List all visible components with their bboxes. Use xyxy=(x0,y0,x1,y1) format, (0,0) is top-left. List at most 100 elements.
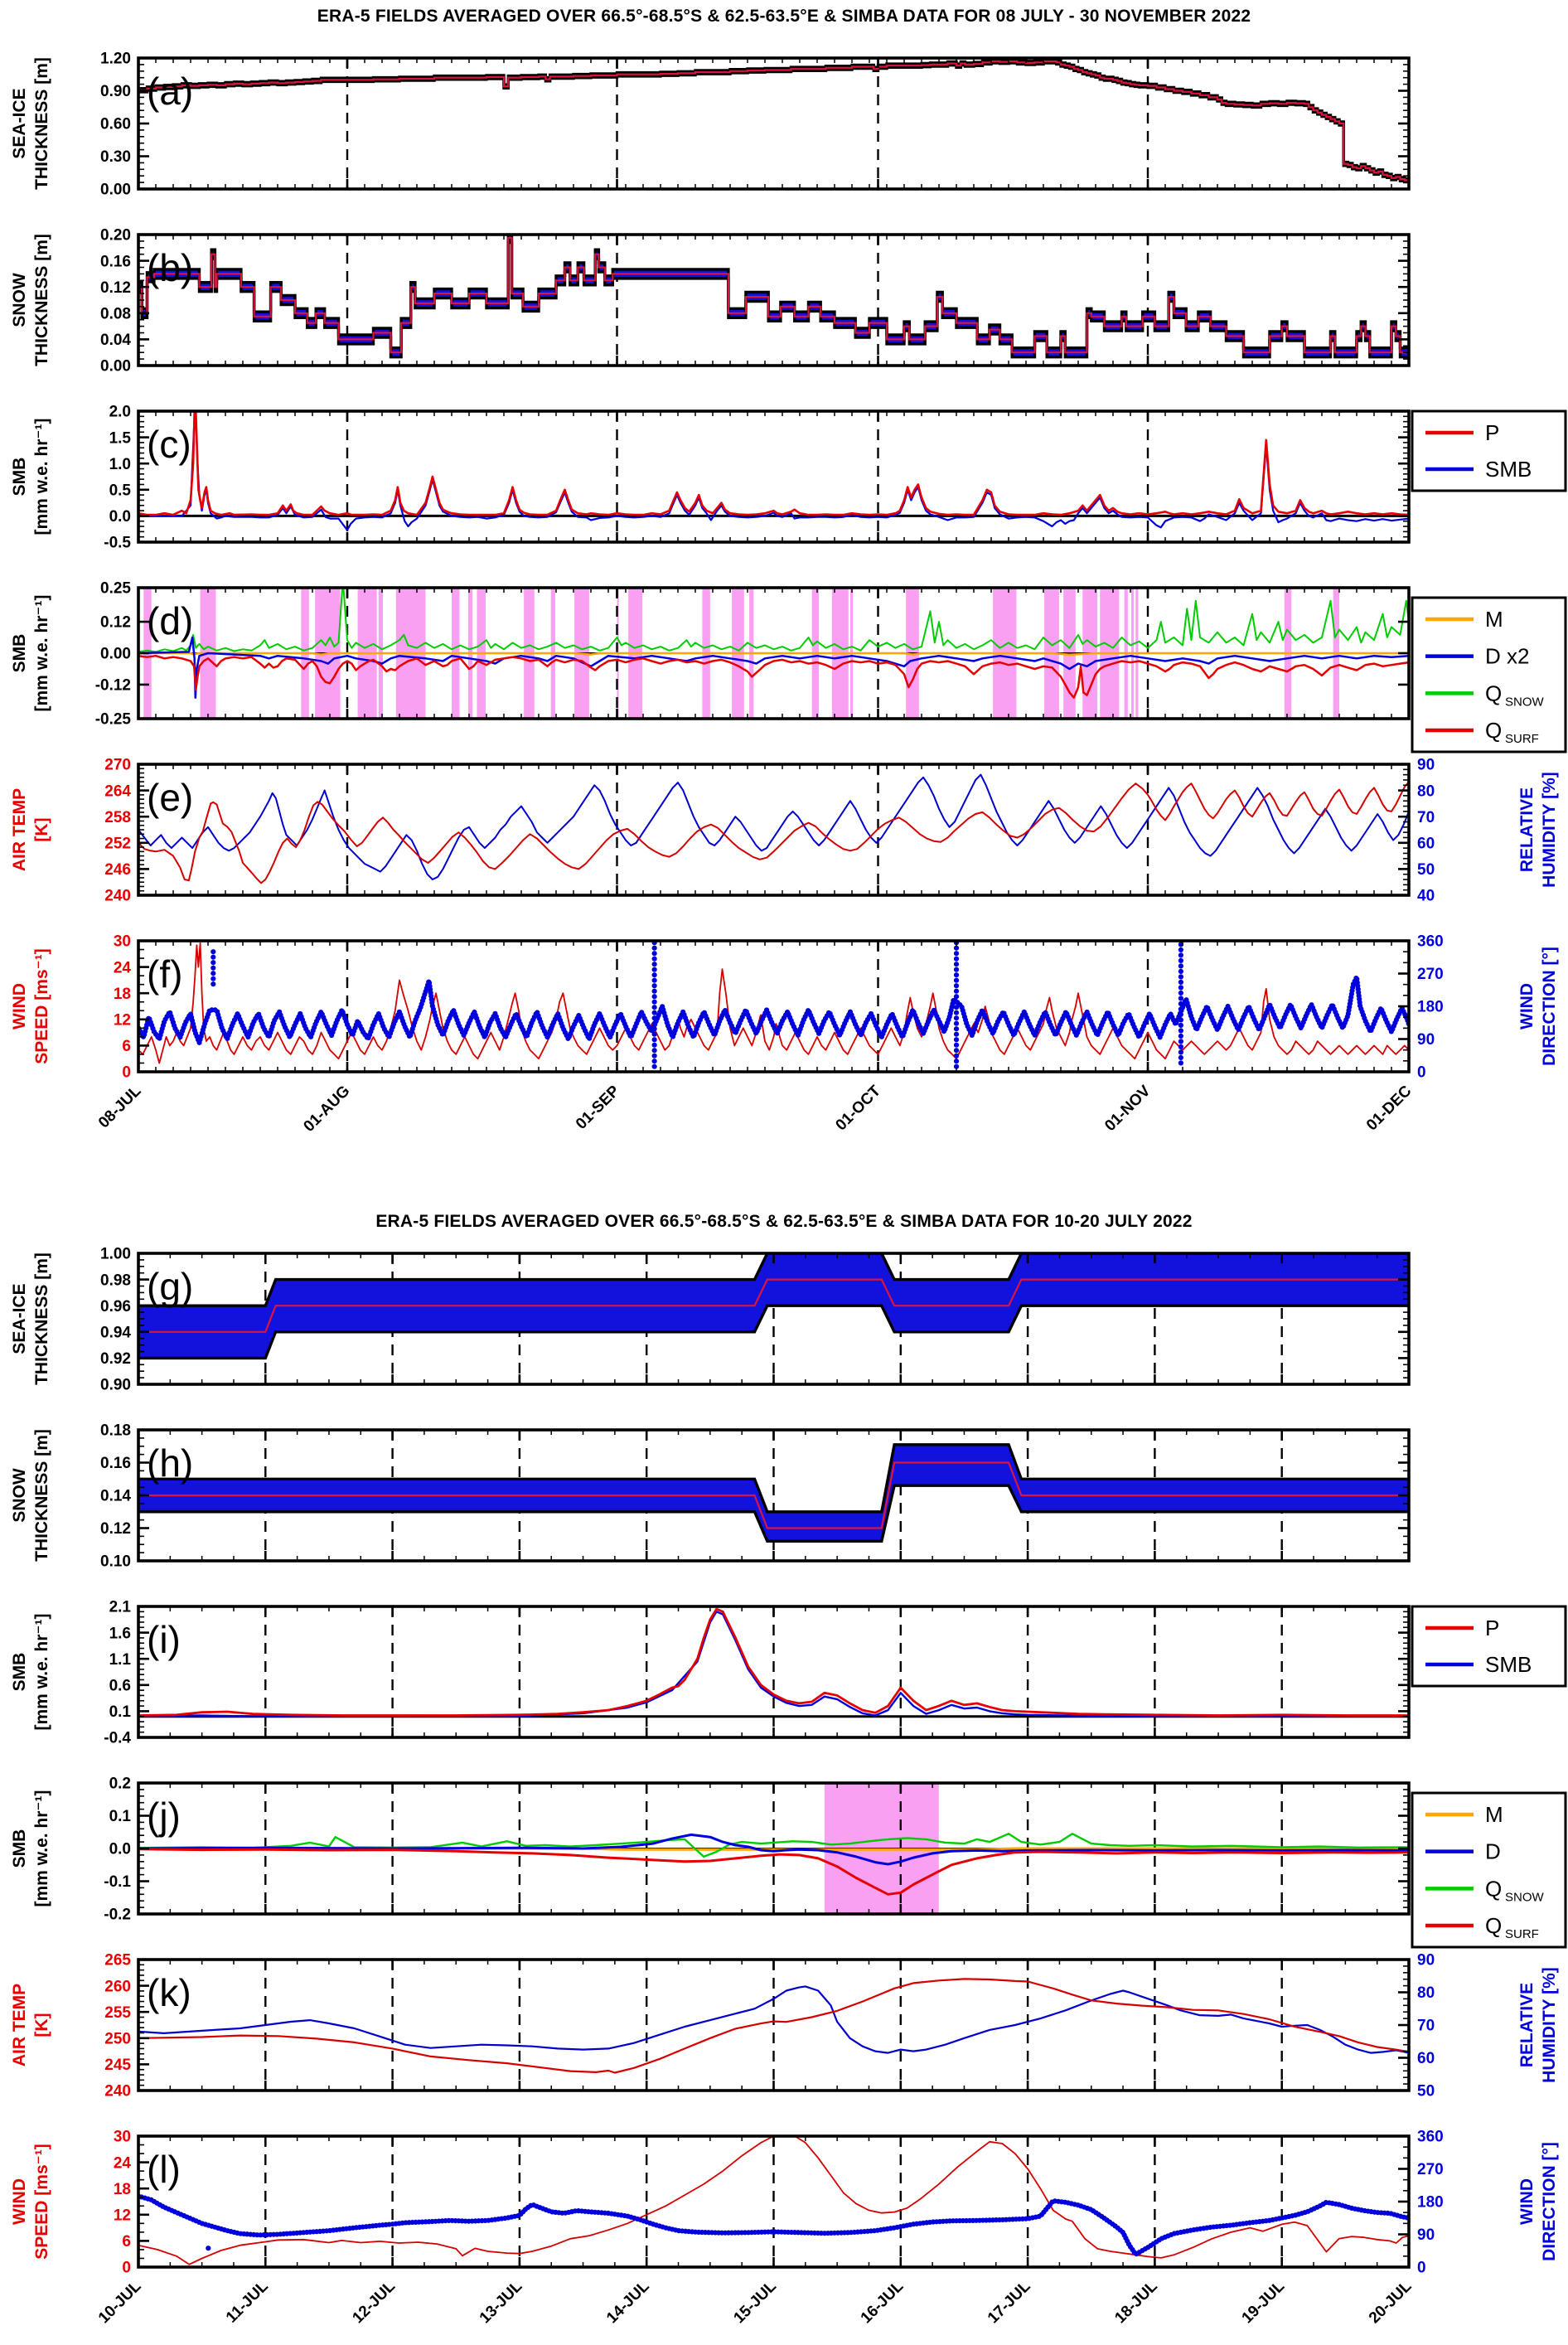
series-P xyxy=(138,1607,1409,1717)
ytick-label: 0.00 xyxy=(100,646,131,663)
ytick-label: 258 xyxy=(104,809,131,826)
ytick-label: 12 xyxy=(114,1011,131,1029)
y-axis-label: SPEED [ms⁻¹] xyxy=(32,2144,51,2259)
panel-g: 0.90 0.92 0.94 0.96 0.98 1.00 SEA-ICE THICKNESS… xyxy=(10,1246,1411,1394)
ytick-label: 0.00 xyxy=(100,182,131,199)
ytick-label: 24 xyxy=(114,959,132,976)
y-axis-label: THICKNESS [m] xyxy=(32,1429,51,1562)
xtick-label: 01-AUG xyxy=(300,1083,353,1136)
legend-label: D xyxy=(1485,1839,1501,1864)
panel-d: -0.25 -0.12 0.00 0.12 0.25 SMB [mm w.e. hr⁻¹] (… xyxy=(10,580,1567,753)
y-axis-label-right: RELATIVE xyxy=(1517,787,1537,872)
xtick-label: 10-JUL xyxy=(95,2277,145,2327)
legend-label: D x2 xyxy=(1485,644,1529,669)
ytick-label: 0.08 xyxy=(100,305,131,322)
xtick-label: 13-JUL xyxy=(477,2277,526,2327)
panel-letter: (e) xyxy=(147,776,193,819)
series-QSURF xyxy=(138,1848,1409,1896)
ytick-label: 0 xyxy=(1417,2260,1426,2277)
ytick-label: 18 xyxy=(114,2181,131,2198)
ytick-label: -0.25 xyxy=(95,711,132,729)
ytick-label: 50 xyxy=(1417,2083,1435,2100)
ytick-label: 0.98 xyxy=(100,1272,131,1289)
ytick-label: 265 xyxy=(104,1952,131,1970)
ytick-label: 260 xyxy=(104,1978,131,1995)
ytick-label: 360 xyxy=(1417,2129,1444,2146)
ytick-label: 270 xyxy=(104,757,131,774)
panel-letter: (b) xyxy=(147,246,193,289)
legend: P SMB xyxy=(1411,409,1567,492)
ytick-label: 1.1 xyxy=(109,1651,132,1669)
y-axis-label: AIR TEMP xyxy=(10,788,29,871)
ytick-label: 0.0 xyxy=(109,508,131,526)
ytick-label: -0.4 xyxy=(104,1730,131,1747)
ytick-label: 12 xyxy=(114,2207,131,2224)
series-WDIR xyxy=(138,2193,1409,2257)
xtick-label: 01-SEP xyxy=(573,1082,623,1132)
ytick-label: 0.1 xyxy=(109,1808,132,1825)
ytick-label: 245 xyxy=(104,2057,131,2074)
legend-label-sub: SNOW xyxy=(1505,695,1545,709)
xtick-label: 16-JUL xyxy=(858,2277,907,2327)
xtick-label: 12-JUL xyxy=(349,2277,399,2327)
ytick-label: 0.2 xyxy=(109,1776,131,1793)
ytick-label: 0.25 xyxy=(100,580,131,598)
ytick-label: 270 xyxy=(1417,966,1444,983)
ytick-label: 1.20 xyxy=(100,51,131,68)
ytick-label: 0 xyxy=(122,1064,131,1082)
ytick-label: 2.0 xyxy=(109,404,131,421)
legend-label: P xyxy=(1485,420,1499,445)
panel-letter: (g) xyxy=(147,1265,193,1308)
ytick-label: -0.12 xyxy=(95,677,131,695)
ytick-label: 90 xyxy=(1417,1031,1435,1049)
ytick-label: 255 xyxy=(104,2004,131,2022)
series-M xyxy=(138,652,1409,657)
y-axis-label: [mm w.e. hr⁻¹] xyxy=(32,419,51,535)
ytick-label: 0.90 xyxy=(100,1377,131,1394)
figure1-title: ERA-5 FIELDS AVERAGED OVER 66.5°-68.5°S … xyxy=(317,7,1251,26)
y-axis-label: SNOW xyxy=(10,1468,29,1523)
y-axis-label: THICKNESS [m] xyxy=(32,1252,51,1385)
ytick-label: 0.04 xyxy=(100,332,131,349)
series-TEMP xyxy=(138,781,1409,884)
series-center xyxy=(138,236,1409,354)
ytick-label: 180 xyxy=(1417,2194,1444,2212)
xtick-label: 20-JUL xyxy=(1366,2277,1416,2327)
panel-k: 240 245 250 255 260 265 50 60 70 80 90 AIR TEMP [K] R… xyxy=(10,1952,1559,2100)
y-axis-label: THICKNESS [m] xyxy=(32,234,51,366)
panel-b: 0.00 0.04 0.08 0.12 0.16 0.20 SNOW THICKNESS [m… xyxy=(10,227,1411,375)
y-axis-label-right: HUMIDITY [%] xyxy=(1540,772,1559,888)
y-axis-label-right: RELATIVE xyxy=(1517,1983,1537,2067)
ytick-label: 240 xyxy=(104,2083,131,2100)
series-QSNOW xyxy=(138,588,1409,653)
y-axis-label-right: DIRECTION [°] xyxy=(1540,2142,1559,2261)
ytick-label: 252 xyxy=(104,835,131,852)
y-axis-label-right: WIND xyxy=(1517,983,1537,1030)
y-axis-label: SMB xyxy=(10,458,29,497)
ytick-label: 60 xyxy=(1417,2050,1435,2067)
series-center xyxy=(138,60,1409,182)
figure2-title: ERA-5 FIELDS AVERAGED OVER 66.5°-68.5°S … xyxy=(375,1212,1193,1231)
xtick-label: 08-JUL xyxy=(95,1082,145,1131)
ytick-label: 0.6 xyxy=(109,1677,131,1694)
ytick-label: 0.14 xyxy=(100,1488,131,1505)
ytick-label: 0.12 xyxy=(100,1520,131,1538)
ytick-label: 30 xyxy=(114,933,131,951)
y-axis-label: [K] xyxy=(32,2013,51,2037)
y-axis-label: [mm w.e. hr⁻¹] xyxy=(32,595,51,712)
panel-letter: (d) xyxy=(147,599,193,642)
ytick-label: 90 xyxy=(1417,757,1435,774)
ytick-label: 0.1 xyxy=(109,1703,132,1721)
xtick-label: 18-JUL xyxy=(1111,2277,1161,2327)
panel-e: 240 246 252 258 264 270 40 50 60 70 80 90 AIR TEMP [K… xyxy=(10,757,1559,905)
y-axis-label: WIND xyxy=(10,983,29,1030)
xtick-label: 14-JUL xyxy=(603,2277,653,2327)
legend-label: SMB xyxy=(1485,1652,1532,1677)
xtick-label: 01-NOV xyxy=(1101,1082,1154,1135)
series-D xyxy=(138,1833,1409,1866)
panel-letter: (c) xyxy=(147,423,191,466)
legend-label: Q xyxy=(1485,1876,1502,1901)
